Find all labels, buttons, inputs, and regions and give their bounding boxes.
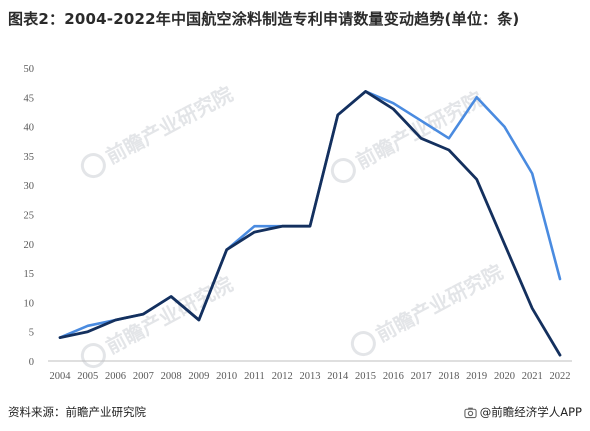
- x-tick-label: 2010: [216, 371, 237, 382]
- y-tick-label: 20: [24, 240, 35, 251]
- series-line-1: [58, 90, 562, 339]
- watermark-logo-icon: [80, 343, 106, 369]
- y-tick-label: 25: [24, 211, 35, 222]
- source-note: 资料来源：前瞻产业研究院: [8, 405, 146, 419]
- x-tick-label: 2018: [438, 371, 459, 382]
- brand-credit: @前瞻经济学人APP: [464, 404, 582, 420]
- x-tick-label: 2011: [244, 371, 265, 382]
- y-tick-label: 35: [24, 152, 35, 163]
- chart-title: 图表2：2004-2022年中国航空涂料制造专利申请数量变动趋势(单位：条): [8, 10, 520, 28]
- x-tick-label: 2022: [550, 371, 571, 382]
- camera-icon: [464, 407, 477, 418]
- x-tick-label: 2009: [188, 371, 209, 382]
- series-line-2: [58, 90, 562, 357]
- x-tick-label: 2008: [161, 371, 182, 382]
- x-tick-label: 2020: [494, 371, 515, 382]
- x-tick-label: 2021: [522, 371, 543, 382]
- watermark-logo-icon: [80, 153, 106, 179]
- x-tick-label: 2006: [105, 371, 126, 382]
- y-tick-label: 15: [24, 269, 35, 280]
- brand-text: @前瞻经济学人APP: [479, 405, 582, 419]
- x-tick-label: 2015: [355, 371, 376, 382]
- watermark-logo-icon: [330, 158, 356, 184]
- x-tick-label: 2014: [327, 371, 349, 382]
- x-tick-label: 2005: [77, 371, 98, 382]
- x-tick-label: 2017: [411, 371, 432, 382]
- watermark-logo-icon: [350, 331, 376, 357]
- y-tick-label: 45: [24, 93, 35, 104]
- x-tick-label: 2016: [383, 371, 404, 382]
- x-tick-label: 2019: [466, 371, 487, 382]
- y-tick-label: 40: [24, 123, 35, 134]
- watermark-text: 前瞻产业研究院: [352, 87, 487, 174]
- x-tick-label: 2012: [272, 371, 293, 382]
- y-tick-label: 0: [29, 357, 34, 368]
- chart-axes: 0 5 10 15 20 25 30 35 40 45 50 2004 2005 2006 2007 2008…: [24, 64, 572, 382]
- watermark-text: 前瞻产业研究院: [372, 260, 507, 347]
- y-tick-label: 30: [24, 181, 35, 192]
- x-tick-label: 2004: [50, 371, 72, 382]
- watermark-text: 前瞻产业研究院: [102, 272, 237, 359]
- x-tick-label: 2013: [300, 371, 321, 382]
- watermark: 前瞻产业研究院: [80, 82, 237, 179]
- y-tick-label: 5: [29, 328, 34, 339]
- watermark-text: 前瞻产业研究院: [102, 82, 237, 169]
- y-tick-label: 10: [24, 298, 35, 309]
- chart-series: [58, 90, 562, 357]
- y-tick-label: 50: [24, 64, 35, 75]
- x-tick-label: 2007: [133, 371, 154, 382]
- watermark: 前瞻产业研究院: [350, 260, 507, 357]
